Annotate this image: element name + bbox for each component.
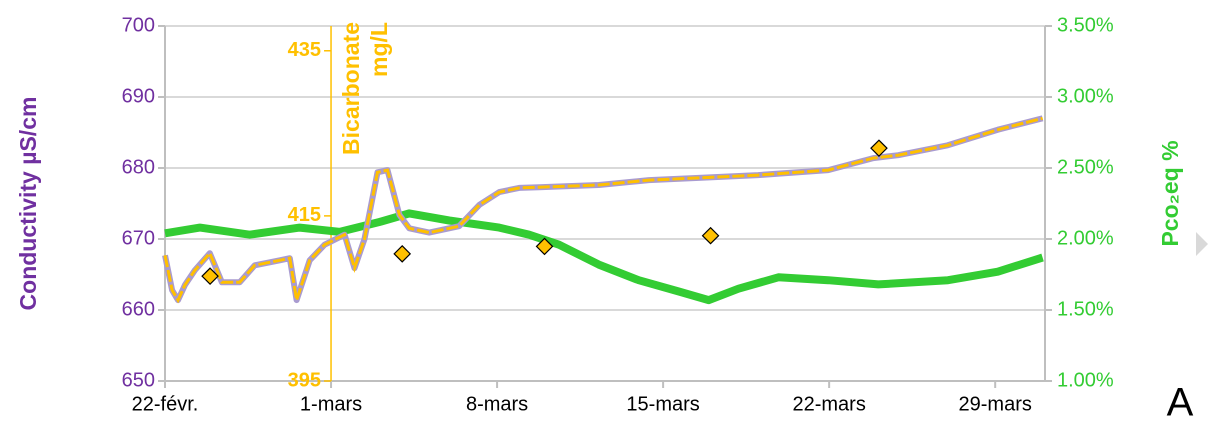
- x-tick-label: 8-mars: [466, 393, 528, 415]
- y-tick-label: 670: [122, 227, 155, 249]
- series-line: [164, 209, 1044, 305]
- x-tick-label: 29-mars: [959, 393, 1032, 415]
- panel-letter: A: [1167, 381, 1194, 425]
- y2-tick-label: 3.50%: [1057, 14, 1114, 36]
- y3-axis-title: mg/L: [366, 22, 392, 77]
- y3-axis-title: Bicarbonate: [338, 22, 364, 155]
- x-tick-label: 15-mars: [626, 393, 699, 415]
- y2-tick-label: 1.00%: [1057, 369, 1114, 391]
- y2-axis-title: Pco₂eq %: [1157, 140, 1183, 246]
- y3-tick-label: 395: [288, 369, 321, 391]
- y3-tick-label: 435: [288, 39, 321, 61]
- x-tick-label: 22-mars: [792, 393, 865, 415]
- series-line-overlay: [163, 116, 1043, 304]
- y-tick-label: 700: [122, 14, 155, 36]
- y-tick-label: 680: [122, 156, 155, 178]
- y-tick-label: 690: [122, 85, 155, 107]
- data-point: [870, 139, 888, 158]
- x-tick-label: 22-févr.: [132, 393, 199, 415]
- next-arrow: [1196, 232, 1208, 256]
- y2-tick-label: 1.50%: [1057, 298, 1114, 320]
- data-point: [701, 226, 720, 245]
- data-point: [535, 237, 554, 256]
- x-tick-label: 1-mars: [300, 393, 362, 415]
- y3-tick-label: 415: [288, 204, 321, 226]
- data-point: [393, 245, 412, 263]
- y2-tick-label: 3.00%: [1057, 85, 1114, 107]
- y-tick-label: 650: [122, 369, 155, 391]
- y-tick-label: 660: [122, 298, 155, 320]
- y2-tick-label: 2.00%: [1057, 227, 1114, 249]
- y2-tick-label: 2.50%: [1057, 156, 1114, 178]
- data-point: [201, 267, 219, 285]
- y-axis-title: Conductivity µS/cm: [15, 97, 41, 311]
